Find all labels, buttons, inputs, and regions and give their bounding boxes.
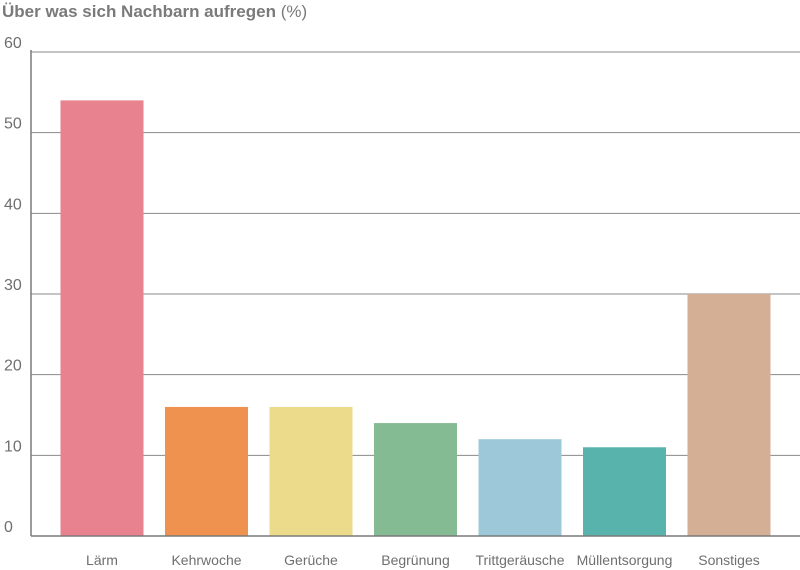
y-tick-label: 40 (4, 196, 22, 213)
bar (374, 423, 457, 536)
bar (687, 294, 771, 536)
x-tick-label: Kehrwoche (171, 552, 241, 568)
bar (269, 406, 353, 536)
y-tick-label: 10 (4, 438, 22, 455)
y-tick-label: 20 (4, 358, 22, 375)
chart-title-text: Über was sich Nachbarn aufregen (2, 2, 276, 21)
x-tick-label: Sonstiges (698, 552, 759, 568)
x-tick-label: Müllentsorgung (577, 552, 673, 568)
chart-title: Über was sich Nachbarn aufregen (%) (2, 2, 307, 22)
bar (60, 100, 144, 537)
x-tick-label: Trittgeräusche (476, 552, 565, 568)
y-tick-label: 30 (4, 277, 22, 294)
y-tick-label: 0 (4, 519, 13, 536)
x-tick-label: Lärm (86, 552, 118, 568)
y-tick-label: 60 (4, 35, 22, 52)
bar (478, 439, 562, 536)
y-tick-label: 50 (4, 116, 22, 133)
chart-title-unit: (%) (280, 2, 308, 21)
bar (165, 406, 248, 536)
bar (583, 447, 666, 536)
x-tick-label: Gerüche (284, 552, 338, 568)
x-tick-label: Begrünung (381, 552, 450, 568)
